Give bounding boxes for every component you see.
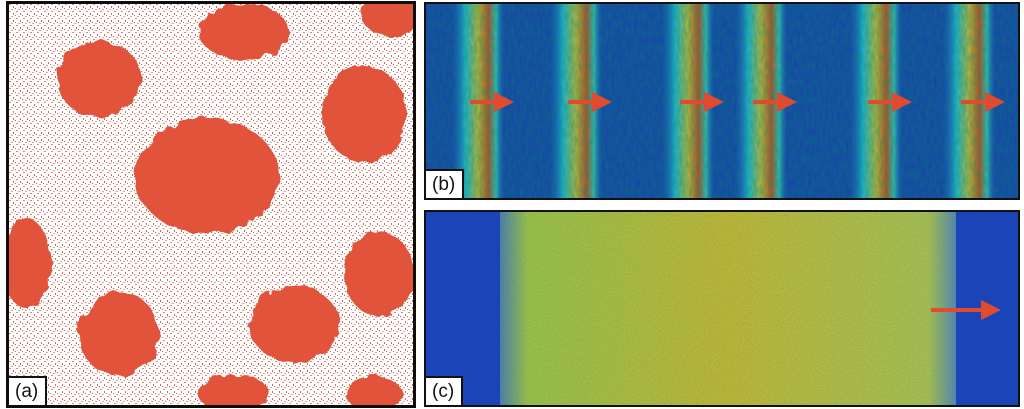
droplet xyxy=(344,232,413,316)
panel-a-label: (a) xyxy=(9,376,48,405)
droplet-field xyxy=(9,4,413,405)
droplet xyxy=(199,4,289,60)
droplet xyxy=(322,66,406,162)
droplet xyxy=(57,41,141,117)
panel-a-droplets-image: (a) xyxy=(6,1,416,408)
droplet xyxy=(135,118,279,234)
droplet xyxy=(79,292,159,376)
droplet xyxy=(199,374,269,405)
droplet xyxy=(9,219,51,309)
bands-field xyxy=(426,4,1018,198)
panel-c-wide-band-heatmap: (c) xyxy=(424,210,1020,407)
panel-b-label: (b) xyxy=(426,169,465,198)
panel-c-label: (c) xyxy=(426,376,464,405)
wide-band-field xyxy=(426,212,1018,405)
droplet xyxy=(249,286,339,362)
panel-b-bands-heatmap: (b) xyxy=(424,2,1020,200)
droplet xyxy=(361,4,413,36)
droplet xyxy=(346,376,402,405)
